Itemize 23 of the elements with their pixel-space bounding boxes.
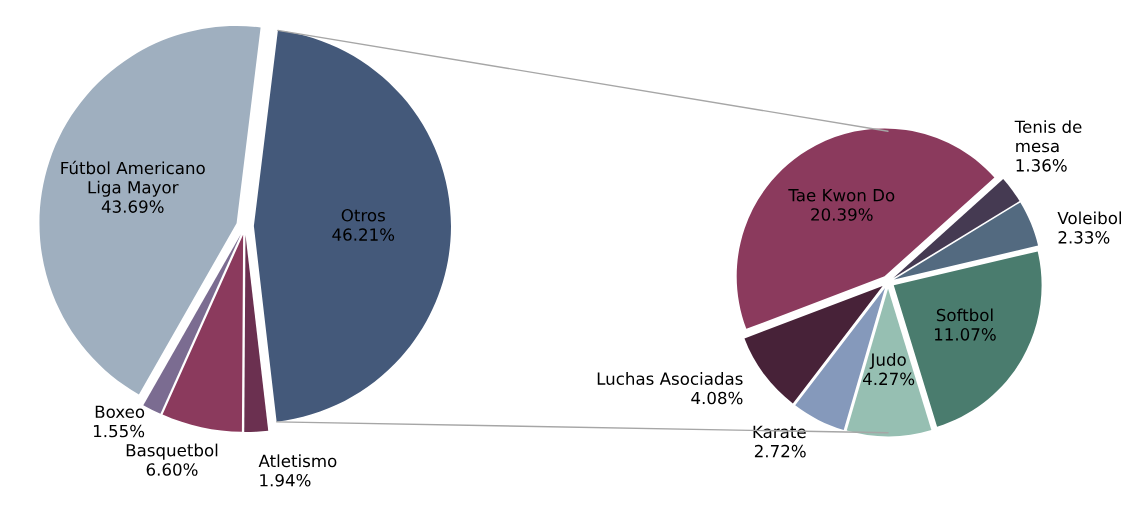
data-label: 2.33%: [1058, 231, 1110, 244]
data-label: 1.94%: [260, 473, 311, 487]
slice-label: Judo: [869, 352, 906, 369]
slice-label: Voleibol: [1057, 211, 1122, 225]
data-label: 4.08%: [691, 391, 743, 405]
data-label: 46.21%: [332, 228, 395, 241]
slice-label: Tae Kwon Do: [788, 189, 895, 202]
data-label: 2.72%: [754, 444, 806, 458]
slice-label: Boxeo: [95, 405, 145, 419]
data-label: 43.69%: [101, 200, 164, 213]
slice-label: Softbol: [936, 308, 993, 322]
data-label: 6.60%: [146, 463, 198, 476]
slice-label: Fútbol Americano Liga Mayor: [61, 160, 205, 197]
slice-label: Atletismo: [258, 454, 337, 468]
data-label: 11.07%: [934, 328, 996, 341]
data-label: 1.36%: [1016, 159, 1067, 172]
data-label: 1.55%: [93, 424, 145, 438]
slice-label: Basquetbol: [126, 443, 218, 460]
slice-label: Otros: [341, 208, 385, 222]
slice-label: Tenis de mesa: [1014, 120, 1082, 153]
slice-label: Luchas Asociadas: [597, 372, 743, 385]
data-label: 20.39%: [811, 208, 873, 221]
data-label: 4.27%: [862, 372, 915, 386]
